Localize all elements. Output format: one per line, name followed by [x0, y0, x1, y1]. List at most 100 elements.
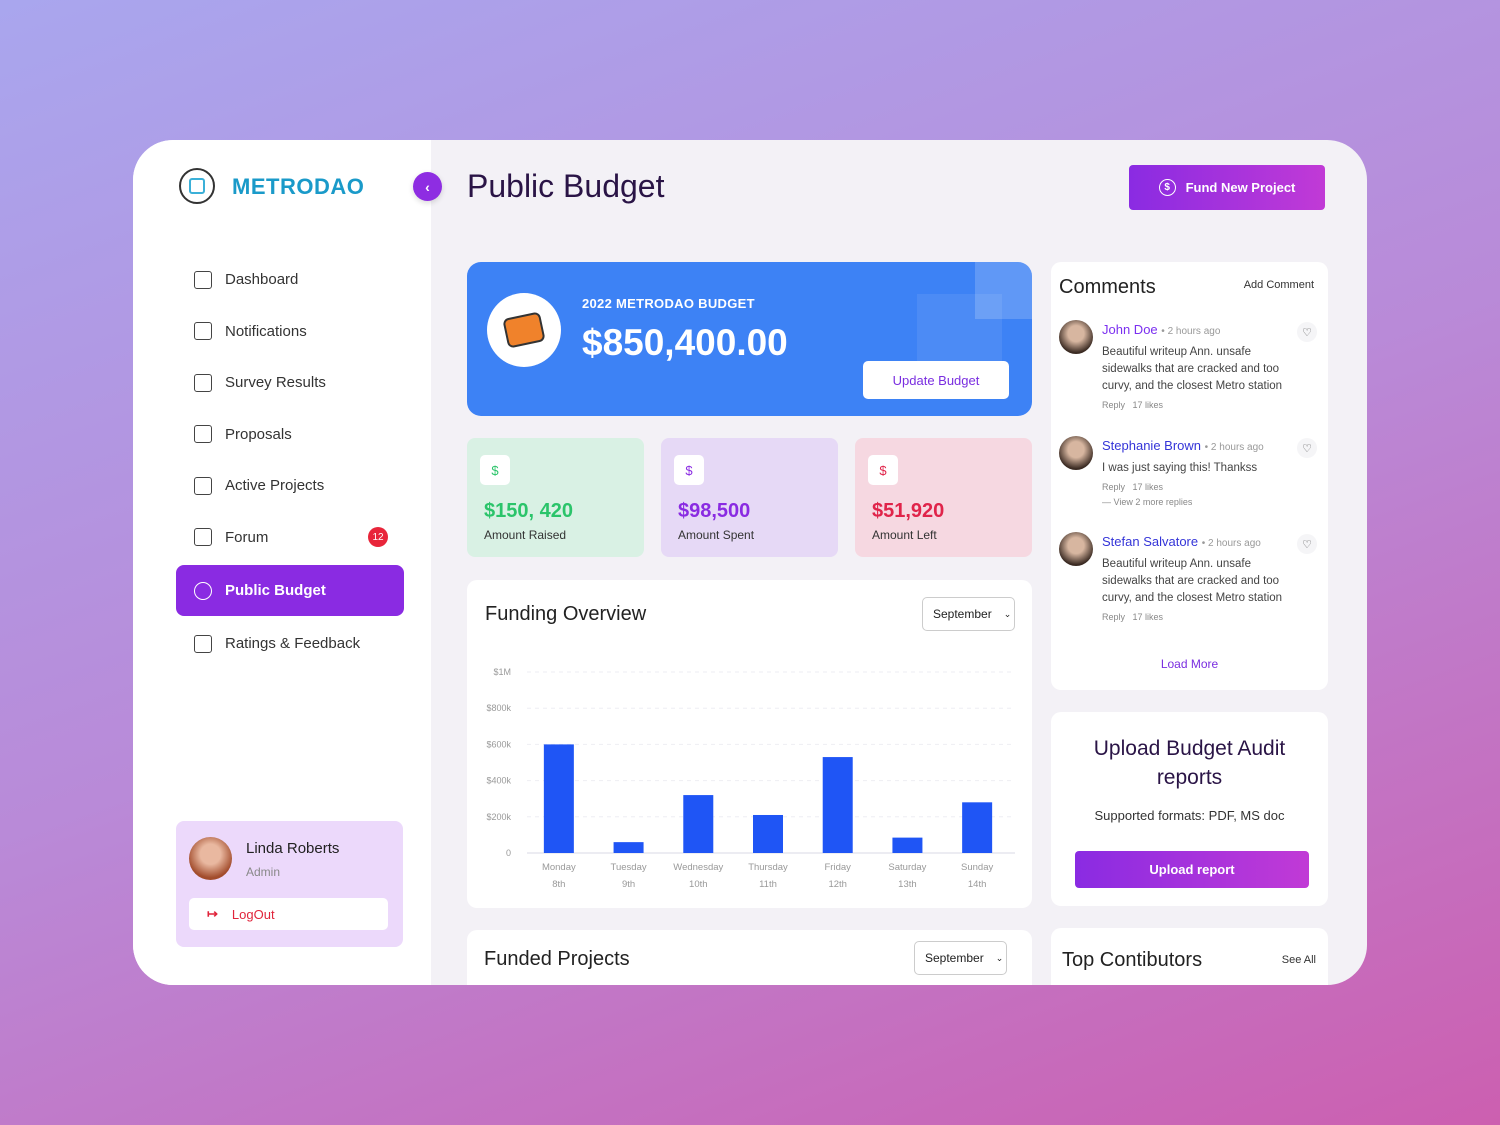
- stat-card: $ $150, 420 Amount Raised: [467, 438, 644, 557]
- avatar: [1059, 532, 1093, 566]
- dollar-circle-icon: $: [1158, 179, 1176, 196]
- comment-time: 2 hours ago: [1210, 442, 1264, 453]
- stat-label: Amount Raised: [484, 528, 567, 542]
- dollar-icon: $: [480, 455, 510, 485]
- fund-new-project-label: Fund New Project: [1185, 180, 1296, 195]
- sidebar-item-ratings-feedback[interactable]: Ratings & Feedback: [176, 618, 404, 670]
- sidebar-item-dashboard[interactable]: Dashboard: [176, 254, 404, 306]
- x-tick-label: Friday: [825, 862, 852, 873]
- logout-button[interactable]: ↦ LogOut: [189, 898, 388, 930]
- funded-month-select[interactable]: September ⌄: [914, 941, 1007, 975]
- forum-badge: 12: [368, 527, 388, 548]
- comment-text: Beautiful writeup Ann. unsafe sidewalks …: [1102, 558, 1283, 604]
- view-more-replies-link[interactable]: — View 2 more replies: [1102, 497, 1193, 507]
- update-budget-button[interactable]: Update Budget: [863, 361, 1009, 399]
- bar-sunday: [962, 802, 993, 853]
- y-tick-label: $400k: [486, 776, 511, 786]
- x-tick-label: 14th: [968, 879, 987, 890]
- comment-author[interactable]: Stephanie Brown • 2 hours ago: [1102, 438, 1264, 453]
- sidebar-item-label: Proposals: [225, 425, 292, 443]
- stat-value: $98,500: [678, 500, 751, 522]
- page-title: Public Budget: [467, 168, 665, 204]
- funding-bar-chart: 0 $200k $400k $600k $800k $1M Monday 8th Tuesday…: [486, 667, 1015, 890]
- dollar-icon: $: [674, 455, 704, 485]
- likes-count: 17 likes: [1132, 482, 1164, 492]
- view-more-replies-label: View 2 more replies: [1113, 497, 1193, 507]
- x-tick-label: Wednesday: [673, 862, 723, 873]
- comment-author-name: John Doe: [1102, 322, 1158, 337]
- likes-count: 17 likes: [1132, 400, 1164, 410]
- budget-banner: 2022 METRODAO BUDGET $850,400.00 Update …: [467, 262, 1032, 416]
- logout-icon: ↦: [207, 906, 218, 921]
- top-contributors-title: Top Contibutors: [1062, 949, 1203, 971]
- see-all-link[interactable]: See All: [1281, 954, 1316, 966]
- sidebar-item-notifications[interactable]: Notifications: [176, 306, 404, 358]
- fund-new-project-button[interactable]: $ Fund New Project: [1129, 165, 1325, 210]
- comment-text: I was just saying this! Thankss: [1102, 462, 1258, 474]
- reply-link[interactable]: Reply: [1102, 612, 1126, 622]
- grid-icon: [194, 270, 212, 289]
- heart-icon[interactable]: ♡: [1297, 322, 1317, 342]
- bar-thursday: [753, 814, 783, 853]
- budget-label: 2022 METRODAO BUDGET: [582, 296, 755, 311]
- add-comment-link[interactable]: Add Comment: [1243, 279, 1314, 291]
- likes-count: 17 likes: [1132, 612, 1164, 622]
- chevron-down-icon: ⌄: [995, 952, 1004, 963]
- funding-overview-card: Funding Overview September ⌄ 0 $200k $400k $…: [467, 580, 1032, 908]
- x-tick-label: Saturday: [888, 862, 926, 873]
- comment-author[interactable]: John Doe • 2 hours ago: [1102, 322, 1221, 337]
- comment-time: 2 hours ago: [1208, 538, 1261, 549]
- stat-label: Amount Spent: [678, 528, 755, 542]
- bar-monday: [543, 744, 574, 853]
- month-select[interactable]: September ⌄: [922, 597, 1015, 631]
- x-tick-label: Thursday: [748, 862, 788, 873]
- sidebar-item-active-projects[interactable]: Active Projects: [176, 460, 404, 512]
- upload-report-button[interactable]: Upload report: [1075, 851, 1309, 888]
- dollar-circle-icon: [194, 581, 212, 600]
- x-tick-label: Sunday: [961, 862, 993, 873]
- sidebar-item-forum[interactable]: Forum 12: [176, 512, 404, 564]
- reply-link[interactable]: Reply: [1102, 482, 1126, 492]
- bar-chart-icon: [194, 373, 212, 392]
- y-tick-label: $600k: [486, 739, 511, 749]
- x-tick-label: Tuesday: [611, 862, 647, 873]
- avatar: [189, 837, 232, 880]
- chevron-down-icon: ⌄: [1003, 608, 1012, 619]
- bar-saturday: [892, 837, 923, 853]
- budget-value: $850,400.00: [582, 322, 788, 363]
- y-tick-label: $800k: [486, 703, 511, 713]
- y-tick-label: $200k: [486, 812, 511, 822]
- collapse-sidebar-button[interactable]: ‹: [413, 172, 442, 201]
- comment-author-name: Stefan Salvatore: [1102, 534, 1199, 549]
- user-card: Linda Roberts Admin ↦ LogOut: [176, 821, 403, 947]
- stat-card: $ $51,920 Amount Left: [855, 438, 1032, 557]
- heart-icon[interactable]: ♡: [1297, 438, 1317, 458]
- funding-overview-title: Funding Overview: [485, 603, 647, 625]
- reply-link[interactable]: Reply: [1102, 400, 1126, 410]
- brand-name: METRODAO: [232, 174, 365, 199]
- document-icon: [194, 425, 212, 444]
- bar-friday: [822, 757, 853, 853]
- comment-author[interactable]: Stefan Salvatore • 2 hours ago: [1102, 534, 1261, 549]
- comment-author-name: Stephanie Brown: [1102, 438, 1202, 453]
- funded-projects-title: Funded Projects: [484, 948, 630, 970]
- sidebar-item-label: Notifications: [225, 322, 307, 340]
- comment-time: 2 hours ago: [1167, 326, 1221, 337]
- sidebar-item-label: Active Projects: [225, 477, 325, 495]
- comments-card: Comments Add Comment John Doe • 2 hours …: [1051, 262, 1328, 690]
- sidebar-item-survey-results[interactable]: Survey Results: [176, 357, 404, 409]
- y-tick-label: 0: [506, 848, 511, 858]
- sidebar-item-proposals[interactable]: Proposals: [176, 409, 404, 461]
- upload-audit-card: Upload Budget Audit reports Supported fo…: [1051, 712, 1328, 906]
- bar-wednesday: [683, 795, 714, 853]
- heart-icon[interactable]: ♡: [1297, 534, 1317, 554]
- wallet-icon: [487, 293, 561, 367]
- feedback-icon: [194, 634, 212, 653]
- top-contributors-card: Top Contibutors See All: [1051, 928, 1328, 985]
- sidebar-item-label: Survey Results: [225, 374, 326, 392]
- load-more-link[interactable]: Load More: [1160, 657, 1219, 671]
- chat-icon: [194, 528, 212, 547]
- sidebar-nav: Dashboard Notifications Survey Results Prop…: [176, 254, 404, 670]
- stat-label: Amount Left: [872, 528, 937, 542]
- sidebar-item-public-budget[interactable]: Public Budget: [176, 565, 404, 616]
